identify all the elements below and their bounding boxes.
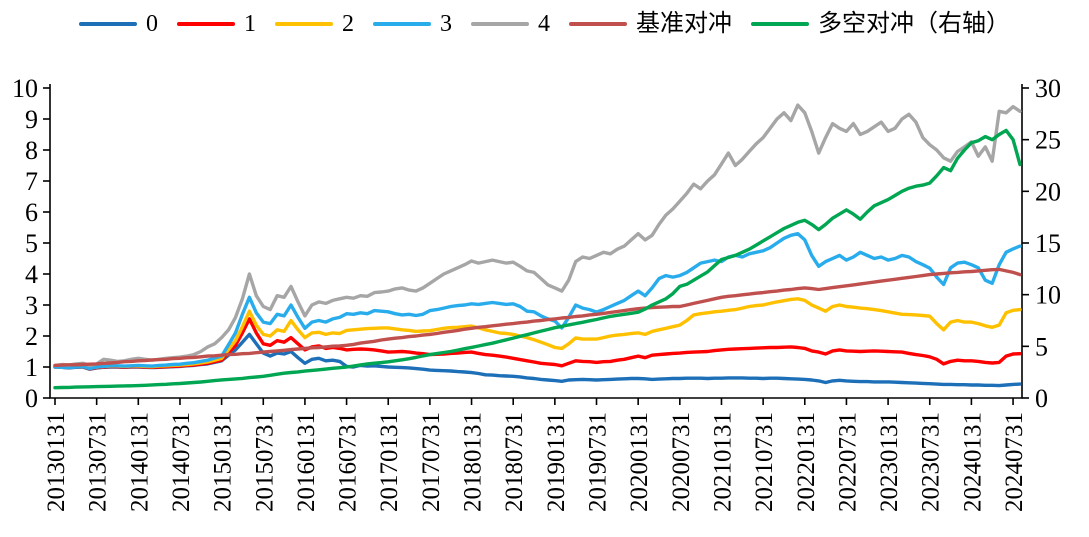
x-axis-tick-label: 20240731 [1001, 412, 1028, 512]
legend-item-2: 2 [275, 12, 354, 36]
y-axis-right-tick-label: 10 [1035, 281, 1061, 310]
chart-legend: 0 1 2 3 4 基准对冲 多空对冲（右轴） [0, 12, 1089, 36]
legend-label: 1 [244, 11, 256, 37]
legend-label: 3 [440, 11, 452, 37]
x-axis-tick-label: 20210731 [751, 412, 778, 512]
x-axis-tick-label: 20210131 [709, 412, 736, 512]
legend-item-4: 4 [471, 12, 550, 36]
legend-item-5: 基准对冲 [569, 12, 732, 36]
y-axis-left-tick-label: 9 [25, 105, 38, 134]
x-axis-tick-label: 20170731 [418, 412, 445, 512]
series-line-5 [53, 267, 1022, 368]
x-axis-tick-label: 20170131 [376, 412, 403, 512]
x-axis-tick-label: 20200131 [626, 412, 653, 512]
x-axis-tick-label: 20140131 [126, 412, 153, 512]
x-axis-tick-label: 20150731 [251, 412, 278, 512]
y-axis-left-tick-label: 7 [25, 167, 38, 196]
legend-swatch-icon [275, 21, 333, 27]
x-axis-tick-label: 20130731 [85, 412, 112, 512]
series-line-2 [53, 297, 1022, 370]
y-axis-left-tick-label: 10 [12, 74, 38, 103]
series-line-6 [53, 128, 1022, 390]
x-axis-tick-label: 20220731 [834, 412, 861, 512]
x-axis-tick-label: 20180131 [460, 412, 487, 512]
y-axis-left-tick-label: 1 [25, 353, 38, 382]
x-axis-tick-label: 20230131 [876, 412, 903, 512]
legend-swatch-icon [751, 21, 809, 27]
legend-swatch-icon [569, 21, 627, 27]
legend-label: 2 [342, 11, 354, 37]
x-axis-tick-label: 20160131 [293, 412, 320, 512]
y-axis-left-tick-label: 5 [25, 229, 38, 258]
x-axis-tick-label: 20220131 [793, 412, 820, 512]
axis-frame [49, 84, 1023, 399]
y-axis-right-tick-label: 30 [1035, 74, 1061, 103]
x-axis-tick-label: 20240131 [959, 412, 986, 512]
legend-label: 多空对冲（右轴） [818, 11, 1010, 37]
legend-label: 0 [146, 11, 158, 37]
y-axis-right-tick-label: 0 [1035, 384, 1048, 413]
legend-swatch-icon [177, 21, 235, 27]
x-axis-tick-label: 20160731 [335, 412, 362, 512]
x-axis-tick-label: 20150131 [210, 412, 237, 512]
y-axis-left-tick-label: 8 [25, 136, 38, 165]
legend-item-6: 多空对冲（右轴） [751, 12, 1010, 36]
series-line-3 [53, 231, 1022, 371]
y-axis-right-tick-label: 15 [1035, 229, 1061, 258]
x-axis-tick-label: 20200731 [668, 412, 695, 512]
series-line-4 [53, 103, 1022, 368]
legend-item-3: 3 [373, 12, 452, 36]
x-axis-tick-label: 20230731 [918, 412, 945, 512]
y-axis-left-tick-label: 2 [25, 322, 38, 351]
x-axis-tick-label: 20140731 [168, 412, 195, 512]
legend-swatch-icon [471, 21, 529, 27]
legend-item-1: 1 [177, 12, 256, 36]
x-axis-tick-label: 20190731 [585, 412, 612, 512]
legend-swatch-icon [373, 21, 431, 27]
y-axis-left-tick-label: 4 [25, 260, 38, 289]
y-axis-right-tick-label: 20 [1035, 177, 1061, 206]
legend-label: 基准对冲 [636, 11, 732, 37]
y-axis-left-tick-label: 6 [25, 198, 38, 227]
x-axis-tick-label: 20130131 [43, 412, 70, 512]
x-axis-tick-label: 20190131 [543, 412, 570, 512]
legend-swatch-icon [79, 21, 137, 27]
y-axis-right-tick-label: 5 [1035, 332, 1048, 361]
y-axis-left-tick-label: 3 [25, 291, 38, 320]
legend-label: 4 [538, 11, 550, 37]
legend-item-0: 0 [79, 12, 158, 36]
x-axis-tick-label: 20180731 [501, 412, 528, 512]
y-axis-left-tick-label: 0 [25, 384, 38, 413]
y-axis-right-tick-label: 25 [1035, 126, 1061, 155]
